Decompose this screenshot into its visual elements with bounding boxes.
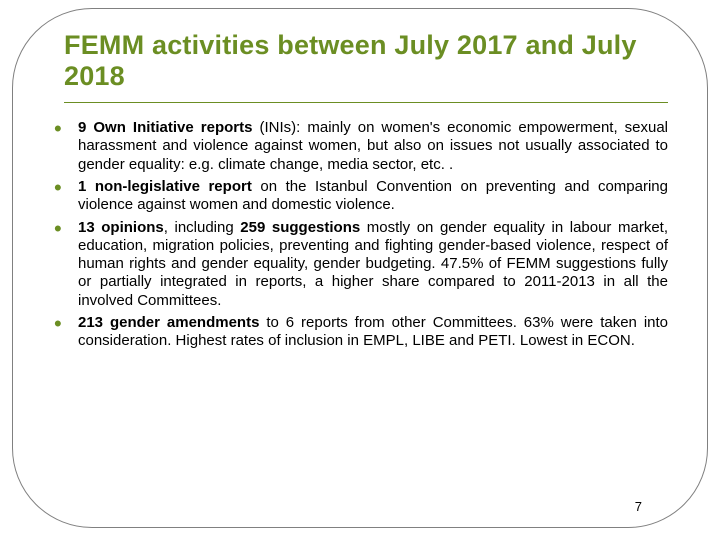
bullet-list: • 9 Own Initiative reports (INIs): mainl… xyxy=(64,119,668,351)
title-underline xyxy=(64,102,668,103)
bullet-icon: • xyxy=(54,314,78,334)
bullet-icon: • xyxy=(54,178,78,198)
bullet-text: 9 Own Initiative reports (INIs): mainly … xyxy=(78,119,668,174)
list-item: • 9 Own Initiative reports (INIs): mainl… xyxy=(64,119,668,174)
bullet-text: 1 non-legislative report on the Istanbul… xyxy=(78,178,668,215)
slide-title: FEMM activities between July 2017 and Ju… xyxy=(64,30,668,92)
list-item: • 13 opinions, including 259 suggestions… xyxy=(64,219,668,310)
bullet-icon: • xyxy=(54,219,78,239)
bullet-text: 13 opinions, including 259 suggestions m… xyxy=(78,219,668,310)
list-item: • 1 non-legislative report on the Istanb… xyxy=(64,178,668,215)
page-number: 7 xyxy=(635,499,642,514)
bullet-text: 213 gender amendments to 6 reports from … xyxy=(78,314,668,351)
list-item: • 213 gender amendments to 6 reports fro… xyxy=(64,314,668,351)
slide-content: FEMM activities between July 2017 and Ju… xyxy=(64,30,668,355)
bullet-icon: • xyxy=(54,119,78,139)
